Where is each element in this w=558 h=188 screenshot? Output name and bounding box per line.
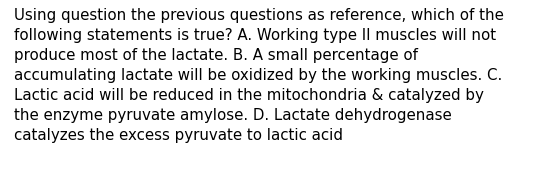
Text: Using question the previous questions as reference, which of the
following state: Using question the previous questions as…	[14, 8, 504, 143]
